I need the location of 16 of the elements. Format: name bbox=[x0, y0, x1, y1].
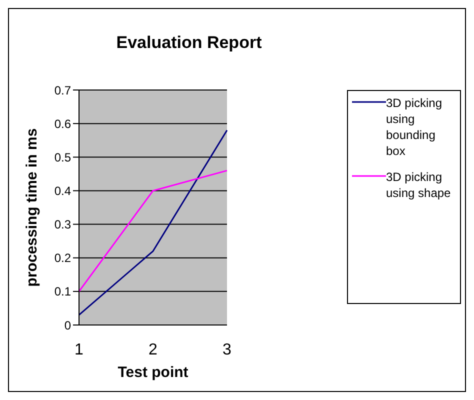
y-tick-label: 0.4 bbox=[54, 184, 72, 198]
y-tick-label: 0.1 bbox=[54, 284, 72, 299]
x-tick-label: 3 bbox=[222, 341, 232, 358]
legend-label: 3D picking using shape bbox=[386, 169, 452, 201]
y-tick-label: 0 bbox=[64, 318, 72, 332]
y-tick-label: 0.3 bbox=[54, 218, 72, 232]
legend-label: 3D picking using bounding box bbox=[386, 95, 444, 159]
y-tick-label: 0.5 bbox=[54, 150, 72, 164]
x-tick-label: 2 bbox=[148, 341, 158, 358]
y-axis-title: processing time in ms bbox=[23, 128, 40, 287]
chart-title: Evaluation Report bbox=[115, 33, 263, 53]
y-tick-label: 0.2 bbox=[54, 251, 72, 266]
x-tick-label: 1 bbox=[74, 341, 84, 358]
y-tick-label: 0.6 bbox=[54, 116, 72, 131]
x-axis-title: Test point bbox=[118, 364, 188, 381]
y-tick-label: 0.7 bbox=[54, 83, 72, 98]
